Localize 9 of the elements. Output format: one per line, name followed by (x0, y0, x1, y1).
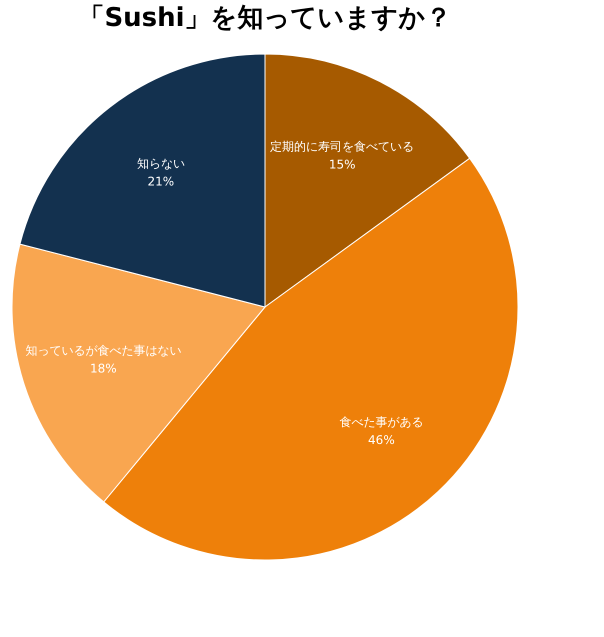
data-label: 46% (368, 432, 395, 447)
data-label: 18% (90, 362, 117, 376)
data-label: 15% (328, 158, 356, 172)
slice-label: 定期的に寿司を食べている (270, 140, 414, 154)
data-label: 21% (147, 174, 174, 189)
chart-title: 「Sushi」を知っていますか？ (78, 3, 452, 33)
slice-label: 知らない (136, 156, 185, 171)
slice-label: 食べた事がある (339, 414, 424, 429)
slice-label: 知っているが食べた事はない (25, 344, 182, 358)
